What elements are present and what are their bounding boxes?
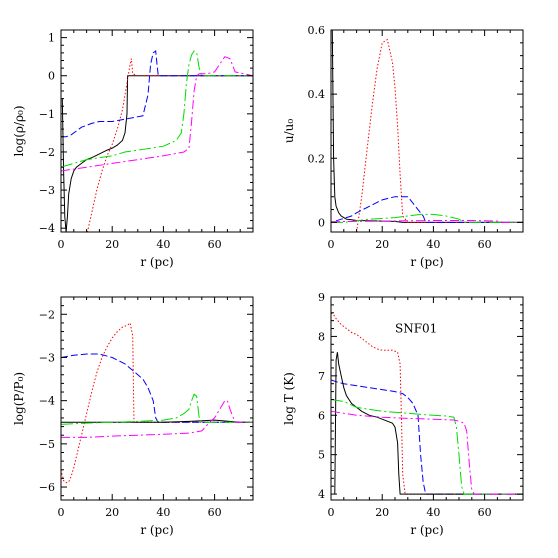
pressure-panel: 0 20 40 60 −6 −5 −4 −3 −2 r (pc) log(P/P₀) [12,296,254,537]
series-line-1 [331,379,523,495]
x-tick-label: 60 [478,238,492,251]
plot-frame [60,29,254,233]
plot-frame [330,296,524,501]
y-axis-label: log(P/P₀) [12,372,26,425]
y-tick-label: 8 [318,330,325,343]
x-tick-label: 0 [58,238,65,251]
y-axis-label: log T (K) [282,372,296,425]
y-tick-label: −3 [39,351,55,364]
y-tick-label: 0.2 [308,152,326,165]
y-axis-label: u/u₀ [282,119,296,144]
density-panel: 0 20 40 60 −4 −3 −2 −1 0 1 r (pc) log(ρ/ρ₀) [12,29,254,269]
x-axis-label: r (pc) [410,523,443,537]
x-tick-label: 60 [478,506,492,519]
x-tick-label: 0 [328,506,335,519]
series-line-1 [61,353,253,423]
y-tick-label: 0.4 [308,88,326,101]
x-tick-label: 40 [426,506,440,519]
y-tick-label: 6 [318,409,325,422]
y-tick-label: 0 [318,216,325,229]
y-tick-label: −4 [39,222,55,235]
y-tick-label: 5 [318,449,325,462]
panel-annotation: SNF01 [395,321,437,335]
x-axis-label: r (pc) [140,255,173,269]
series-line-2 [334,352,523,495]
x-tick-label: 0 [328,238,335,251]
series-line-3 [61,393,253,425]
series-line-1 [356,38,523,232]
y-tick-label: 9 [318,291,325,304]
series-line-0 [61,321,253,484]
series-line-4 [331,410,523,495]
y-tick-label: −6 [39,481,55,494]
x-tick-label: 0 [58,506,65,519]
plot-frame [60,296,254,501]
x-tick-label: 60 [208,506,222,519]
x-tick-label: 20 [105,238,119,251]
x-tick-label: 60 [208,238,222,251]
series-line-2 [61,50,253,138]
y-tick-label: −5 [39,438,55,451]
y-tick-label: −4 [39,395,55,408]
velocity-panel: 0 20 40 60 0 0.2 0.4 0.6 r (pc) u/u₀ [282,24,524,269]
series-line-4 [61,400,253,438]
y-tick-label: −2 [39,146,55,159]
x-axis-label: r (pc) [410,255,443,269]
series-line-3 [331,399,523,495]
series-line-3 [61,50,253,168]
series-line-3 [331,213,523,223]
x-tick-label: 40 [156,238,170,251]
y-tick-label: −2 [39,308,55,321]
x-tick-label: 40 [156,506,170,519]
series-line-2 [61,419,253,423]
plot-frame [330,29,524,233]
series-line-0 [61,75,253,232]
temperature-panel: 0 20 40 60 4 5 6 7 8 9 r (pc) log T (K) SNF01 [282,291,524,537]
x-tick-label: 20 [375,238,389,251]
y-tick-label: 1 [48,32,55,45]
y-tick-label: 0.6 [308,24,326,37]
x-tick-label: 40 [426,238,440,251]
y-tick-label: 4 [318,488,325,501]
series-line-2 [335,196,523,223]
y-tick-label: 7 [318,370,325,383]
series-line-0 [331,312,523,495]
series-line-1 [86,58,253,232]
y-axis-label: log(ρ/ρ₀) [12,105,26,156]
series-line-0 [331,30,523,223]
x-tick-label: 20 [105,506,119,519]
y-tick-label: 0 [48,70,55,83]
series-line-4 [331,220,523,223]
y-tick-label: −1 [39,108,55,121]
x-axis-label: r (pc) [140,523,173,537]
series-line-4 [61,56,253,172]
y-tick-label: −3 [39,184,55,197]
x-tick-label: 20 [375,506,389,519]
